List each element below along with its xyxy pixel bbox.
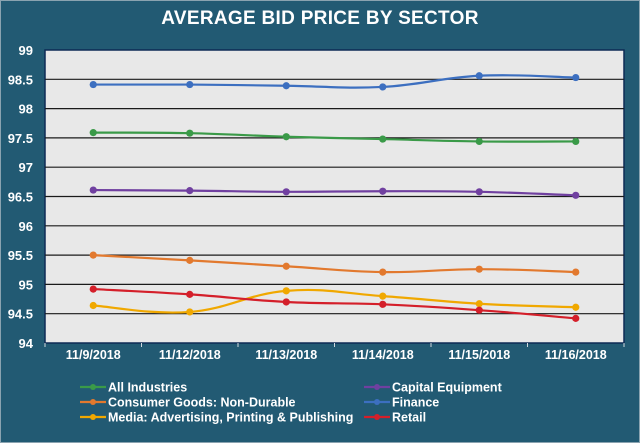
legend-item: Capital Equipment bbox=[364, 381, 503, 395]
x-tick-label: 11/9/2018 bbox=[66, 348, 121, 362]
data-point-media-advertising-printing-publishing bbox=[475, 300, 483, 308]
x-axis-ticks: 11/9/2018 11/12/2018 11/13/2018 11/14/2018 1… bbox=[44, 343, 625, 362]
y-tick-label: 94 bbox=[19, 336, 34, 351]
legend-item: Retail bbox=[364, 411, 426, 425]
data-point-finance bbox=[282, 82, 290, 90]
series-line-finance bbox=[93, 74, 576, 89]
legend-label: Media: Advertising, Printing & Publishin… bbox=[108, 411, 353, 425]
data-point-media-advertising-printing-publishing bbox=[572, 303, 580, 311]
legend-item: All Industries bbox=[80, 381, 187, 395]
series-media-advertising-printing-publishing bbox=[89, 287, 580, 316]
series-capital-equipment bbox=[89, 186, 580, 199]
legend-label: All Industries bbox=[108, 381, 187, 395]
x-tick-label: 11/16/2018 bbox=[545, 348, 607, 362]
chart-title: AVERAGE BID PRICE BY SECTOR bbox=[161, 8, 479, 29]
legend-label: Retail bbox=[392, 411, 426, 425]
x-tick-label: 11/15/2018 bbox=[448, 348, 510, 362]
legend: All Industries Capital Equipment Consumer … bbox=[80, 381, 503, 425]
y-axis-ticks: 94 94.5 95 95.5 96 96.5 97 97.5 98 98.5 99 bbox=[8, 43, 34, 351]
legend-item: Media: Advertising, Printing & Publishin… bbox=[80, 411, 353, 425]
data-point-finance bbox=[475, 72, 483, 80]
legend-item: Consumer Goods: Non-Durable bbox=[80, 396, 296, 410]
series-line-media-advertising-printing-publishing bbox=[93, 288, 576, 314]
data-point-all-industries bbox=[186, 129, 194, 137]
data-point-media-advertising-printing-publishing bbox=[282, 287, 290, 295]
y-tick-label: 98.5 bbox=[8, 72, 33, 87]
legend-label: Finance bbox=[392, 396, 439, 410]
data-point-retail bbox=[475, 306, 483, 314]
data-point-capital-equipment bbox=[475, 188, 483, 196]
series-retail bbox=[89, 285, 580, 322]
series-finance bbox=[89, 72, 580, 91]
legend-swatch-marker bbox=[374, 414, 380, 420]
series-consumer-goods-non-durable bbox=[89, 251, 580, 276]
data-point-retail bbox=[89, 285, 97, 293]
data-point-capital-equipment bbox=[282, 188, 290, 196]
data-point-media-advertising-printing-publishing bbox=[186, 308, 194, 316]
series-line-capital-equipment bbox=[93, 188, 576, 197]
x-tick-label: 11/14/2018 bbox=[352, 348, 414, 362]
data-point-retail bbox=[572, 314, 580, 322]
data-point-consumer-goods-non-durable bbox=[475, 265, 483, 273]
data-point-capital-equipment bbox=[186, 187, 194, 195]
data-point-capital-equipment bbox=[89, 186, 97, 194]
series-line-consumer-goods-non-durable bbox=[93, 254, 576, 274]
legend-item: Finance bbox=[364, 396, 439, 410]
series-line-all-industries bbox=[93, 131, 576, 143]
data-point-finance bbox=[89, 80, 97, 89]
data-point-finance bbox=[186, 80, 194, 89]
series-line-retail bbox=[93, 287, 576, 320]
data-point-all-industries bbox=[89, 129, 97, 137]
data-point-all-industries bbox=[572, 137, 580, 146]
series-all-industries bbox=[89, 129, 580, 146]
series-lines bbox=[89, 72, 580, 322]
data-point-media-advertising-printing-publishing bbox=[379, 292, 387, 300]
y-tick-label: 97 bbox=[19, 160, 33, 175]
legend-swatch-marker bbox=[90, 384, 96, 390]
data-point-all-industries bbox=[282, 133, 290, 141]
data-point-consumer-goods-non-durable bbox=[572, 268, 580, 276]
data-point-retail bbox=[379, 300, 387, 308]
data-point-consumer-goods-non-durable bbox=[89, 251, 97, 259]
data-point-capital-equipment bbox=[572, 191, 580, 199]
x-tick-label: 11/13/2018 bbox=[255, 348, 317, 362]
data-point-retail bbox=[186, 290, 194, 298]
legend-label: Consumer Goods: Non-Durable bbox=[108, 396, 296, 410]
data-point-capital-equipment bbox=[379, 187, 387, 195]
y-tick-label: 99 bbox=[19, 43, 33, 58]
data-point-finance bbox=[572, 73, 580, 82]
legend-swatch-marker bbox=[374, 384, 380, 390]
y-tick-label: 94.5 bbox=[8, 307, 33, 322]
data-point-consumer-goods-non-durable bbox=[186, 256, 194, 264]
data-point-all-industries bbox=[475, 137, 483, 146]
data-point-all-industries bbox=[379, 135, 387, 143]
data-point-media-advertising-printing-publishing bbox=[89, 301, 97, 310]
legend-label: Capital Equipment bbox=[392, 381, 503, 395]
y-tick-label: 95.5 bbox=[8, 248, 33, 263]
y-tick-label: 96 bbox=[19, 219, 33, 234]
y-tick-label: 98 bbox=[19, 102, 33, 117]
data-point-consumer-goods-non-durable bbox=[282, 262, 290, 270]
legend-swatch-marker bbox=[374, 399, 380, 405]
legend-swatch-marker bbox=[90, 414, 96, 420]
y-tick-label: 95 bbox=[19, 277, 33, 292]
data-point-retail bbox=[282, 298, 290, 306]
y-tick-label: 96.5 bbox=[8, 190, 33, 205]
data-point-finance bbox=[379, 83, 387, 91]
data-point-consumer-goods-non-durable bbox=[379, 268, 387, 276]
x-tick-label: 11/12/2018 bbox=[159, 348, 221, 362]
y-tick-label: 97.5 bbox=[8, 131, 33, 146]
legend-swatch-marker bbox=[90, 399, 96, 405]
